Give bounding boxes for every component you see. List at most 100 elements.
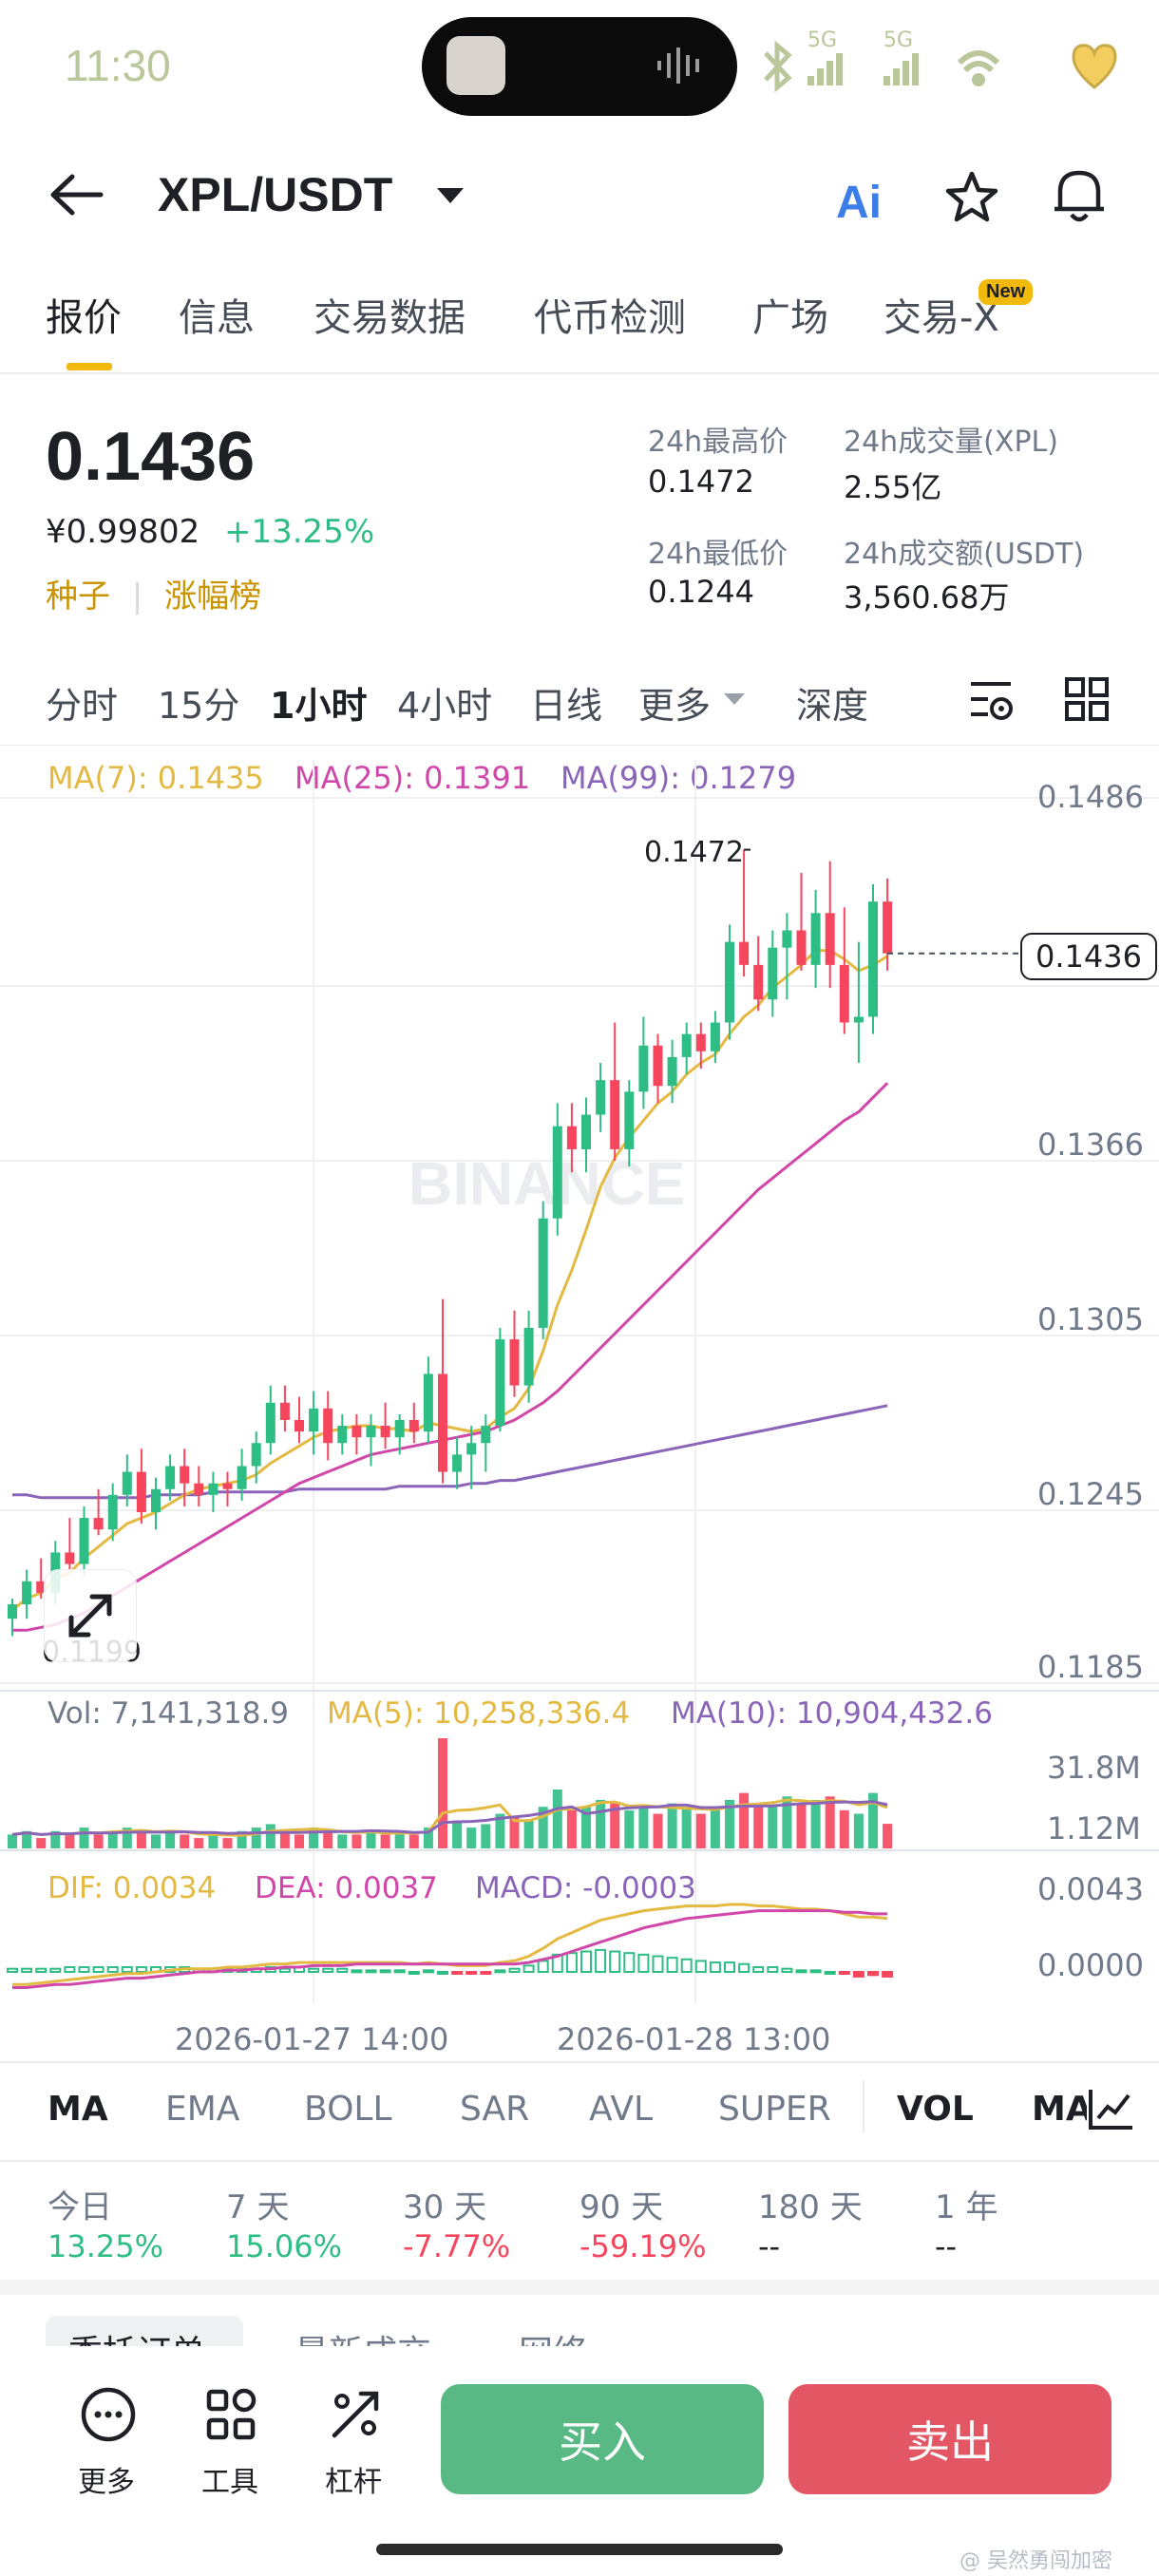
volume-bar (79, 1828, 89, 1848)
tab-info[interactable]: 信息 (179, 296, 255, 340)
interval-1h[interactable]: 1小时 (270, 685, 368, 727)
interval-1d[interactable]: 日线 (530, 685, 603, 727)
candle-up (309, 1391, 319, 1455)
tab-trade-x[interactable]: 交易-X (884, 296, 999, 340)
macd-histogram-bar (466, 1971, 478, 1975)
legend-ma7: MA(7): 0.1435 (48, 760, 264, 796)
alert-bell-icon[interactable] (1051, 165, 1108, 226)
period-value-180d: -- (758, 2228, 781, 2264)
macd-histogram-bar (21, 1967, 33, 1973)
candle-body (394, 1419, 405, 1438)
ma25-line (12, 1082, 889, 1632)
buy-button[interactable]: 买入 (441, 2384, 764, 2494)
interval-depth[interactable]: 深度 (796, 685, 869, 727)
indicator-settings-icon[interactable] (1087, 2086, 1136, 2131)
bluetooth-icon (764, 40, 792, 93)
candle-body (739, 941, 750, 965)
sell-button[interactable]: 卖出 (788, 2384, 1112, 2494)
candle-body (22, 1581, 32, 1605)
tab-token-check[interactable]: 代币检测 (534, 296, 686, 340)
indicator-ma-sub[interactable]: MA (1032, 2090, 1092, 2129)
pair-selector[interactable]: XPL/USDT (158, 168, 393, 221)
volume-bar (309, 1828, 319, 1848)
indicator-ma[interactable]: MA (48, 2090, 108, 2129)
macd-histogram-bar (580, 1950, 592, 1973)
volume-bar (36, 1838, 47, 1848)
chart-settings-icon[interactable] (967, 676, 1015, 724)
more-label[interactable]: 更多 (78, 2466, 135, 2499)
candle-body (323, 1408, 333, 1444)
candle-up (237, 1449, 247, 1501)
indicator-super[interactable]: SUPER (718, 2090, 831, 2129)
interval-more[interactable]: 更多 (638, 685, 712, 727)
candle-up (710, 1011, 720, 1063)
volume-bar (667, 1803, 677, 1848)
price-chart[interactable]: BINANCE (0, 741, 1159, 2071)
legend-dif: DIF: 0.0034 (48, 1871, 217, 1905)
interval-15m[interactable]: 15分 (158, 685, 240, 727)
legend-dea: DEA: 0.0037 (255, 1871, 438, 1905)
pair-dropdown-icon[interactable] (437, 188, 464, 203)
candle-up (366, 1413, 376, 1467)
audio-wave-icon (657, 47, 699, 84)
tab-square[interactable]: 广场 (752, 296, 828, 340)
fullscreen-button[interactable] (44, 1569, 137, 1662)
candle-body (566, 1126, 577, 1149)
current-price-tag[interactable]: 0.1436 (1020, 933, 1157, 980)
favorite-star-icon[interactable] (943, 169, 1000, 226)
macd-histogram-bar (637, 1953, 650, 1974)
price-tick-4: 0.1245 (1037, 1476, 1144, 1512)
candle-down (294, 1396, 304, 1444)
leverage-icon[interactable] (327, 2386, 384, 2443)
tools-icon[interactable] (203, 2386, 260, 2443)
macd-histogram-bar (824, 1971, 836, 1975)
candle-body (552, 1126, 562, 1219)
chart-bottom-divider (0, 2061, 1159, 2063)
stat-volume-label: 24h成交量(XPL) (844, 426, 1058, 459)
home-indicator[interactable] (376, 2544, 783, 2555)
ai-icon[interactable]: Ai (836, 178, 882, 228)
macd-histogram-bar (809, 1969, 822, 1974)
candle-down (279, 1385, 290, 1432)
indicator-boll[interactable]: BOLL (304, 2090, 392, 2129)
candle-body (624, 1091, 635, 1149)
more-dropdown-icon[interactable] (724, 693, 745, 705)
layout-grid-icon[interactable] (1064, 676, 1110, 722)
indicator-vol[interactable]: VOL (897, 2090, 974, 2129)
more-icon[interactable] (80, 2386, 137, 2443)
back-arrow-icon[interactable] (48, 171, 104, 218)
stat-high-label: 24h最高价 (648, 426, 788, 459)
last-price: 0.1436 (46, 419, 256, 495)
leverage-label[interactable]: 杠杆 (325, 2466, 382, 2499)
tools-label[interactable]: 工具 (201, 2466, 258, 2499)
tag-seed[interactable]: 种子 (46, 578, 110, 616)
candle-down (222, 1471, 233, 1506)
interval-4h[interactable]: 4小时 (397, 685, 493, 727)
macd-histogram-bar (379, 1969, 391, 1974)
volume-bar (653, 1813, 663, 1848)
candle-up (581, 1097, 591, 1173)
candle-down (408, 1402, 419, 1444)
macd-histogram-bar (393, 1969, 406, 1974)
stat-amount-value: 3,560.68万 (844, 579, 1010, 616)
macd-histogram-bar (537, 1960, 549, 1974)
indicator-sar[interactable]: SAR (460, 2090, 530, 2129)
macd-histogram-bar (278, 1967, 291, 1973)
volume-bar (825, 1796, 835, 1848)
volume-bar (366, 1830, 376, 1848)
candle-up (725, 924, 734, 1040)
tab-quote[interactable]: 报价 (46, 296, 122, 340)
volume-bar (695, 1813, 706, 1848)
price-tick-5: 0.1185 (1037, 1649, 1144, 1685)
indicator-avl[interactable]: AVL (589, 2090, 654, 2129)
tab-trading-data[interactable]: 交易数据 (314, 296, 466, 340)
interval-time[interactable]: 分时 (46, 685, 119, 727)
candle-up (107, 1483, 118, 1542)
candle-body (279, 1402, 290, 1420)
dea-line (12, 1909, 888, 1989)
indicator-ema[interactable]: EMA (165, 2090, 240, 2129)
volume-bar (681, 1807, 692, 1848)
macd-histogram-bar (365, 1969, 377, 1974)
volume-bar (495, 1813, 505, 1848)
tag-gainers[interactable]: 涨幅榜 (164, 578, 262, 616)
